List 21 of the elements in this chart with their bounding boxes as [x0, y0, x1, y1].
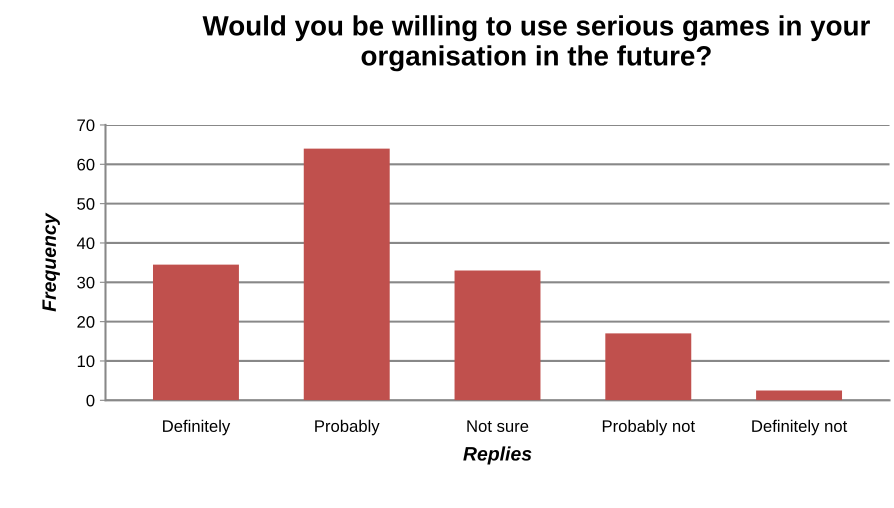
x-tick-label: Probably — [315, 420, 380, 436]
bar — [454, 270, 540, 400]
y-tick-label: 10 — [78, 355, 94, 368]
x-tick-label: Not sure — [467, 420, 528, 432]
y-tick-label: 50 — [77, 198, 94, 210]
x-axis-title: Replies — [463, 446, 532, 465]
y-tick-label: 30 — [77, 276, 94, 289]
y-tick-label: 70 — [77, 119, 94, 132]
bar — [304, 148, 390, 400]
chart-title: Would you be willing to use serious games in your organisation in the future? — [202, 15, 870, 72]
y-tick-label: 0 — [86, 394, 94, 407]
bar — [152, 264, 239, 400]
y-tick-label: 60 — [77, 158, 94, 171]
x-tick-label: Probably not — [602, 420, 695, 436]
bar — [605, 333, 692, 400]
y-axis-title: Frequency — [42, 212, 60, 312]
y-tick-label: 40 — [76, 237, 94, 250]
y-tick-label: 20 — [77, 316, 94, 328]
x-tick-label: Definitely not — [752, 420, 848, 436]
bar — [756, 390, 842, 400]
x-tick-label: Definitely — [163, 420, 230, 436]
